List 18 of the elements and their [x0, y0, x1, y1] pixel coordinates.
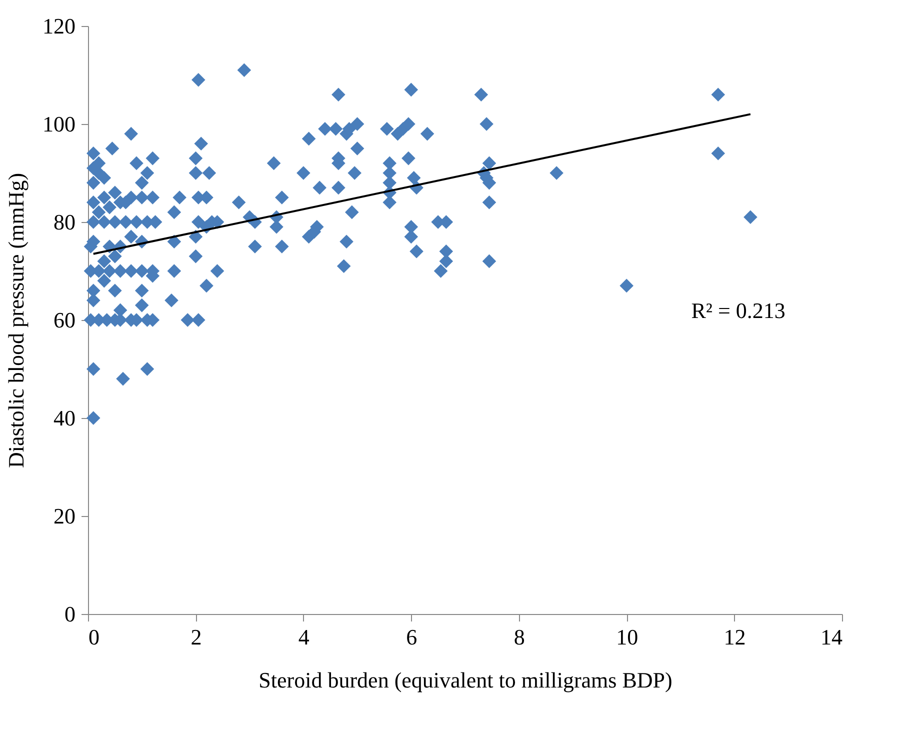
x-axis-title: Steroid burden (equivalent to milligrams BDP) [258, 668, 672, 692]
y-tick-label: 20 [54, 504, 76, 528]
annotation: R² = 0.213 [691, 298, 786, 324]
x-tick-label: 8 [514, 624, 525, 650]
x-tick-label: 2 [190, 624, 202, 650]
y-tick-label: 60 [54, 308, 76, 332]
x-tick-label: 12 [724, 624, 746, 650]
x-tick-label: 6 [406, 624, 418, 650]
y-tick-label: 0 [64, 602, 76, 626]
y-tick-label: 100 [42, 112, 76, 136]
y-tick-label: 40 [54, 406, 76, 430]
y-tick-label: 80 [54, 210, 76, 234]
x-tick-label: 4 [298, 624, 310, 650]
y-tick-label: 120 [42, 14, 76, 38]
x-tick-label: 0 [88, 624, 100, 650]
x-tick-label: 10 [616, 624, 638, 650]
x-tick-label: 14 [820, 624, 842, 650]
y-axis-title: Diastolic blood pressure (mmHg) [4, 172, 28, 468]
